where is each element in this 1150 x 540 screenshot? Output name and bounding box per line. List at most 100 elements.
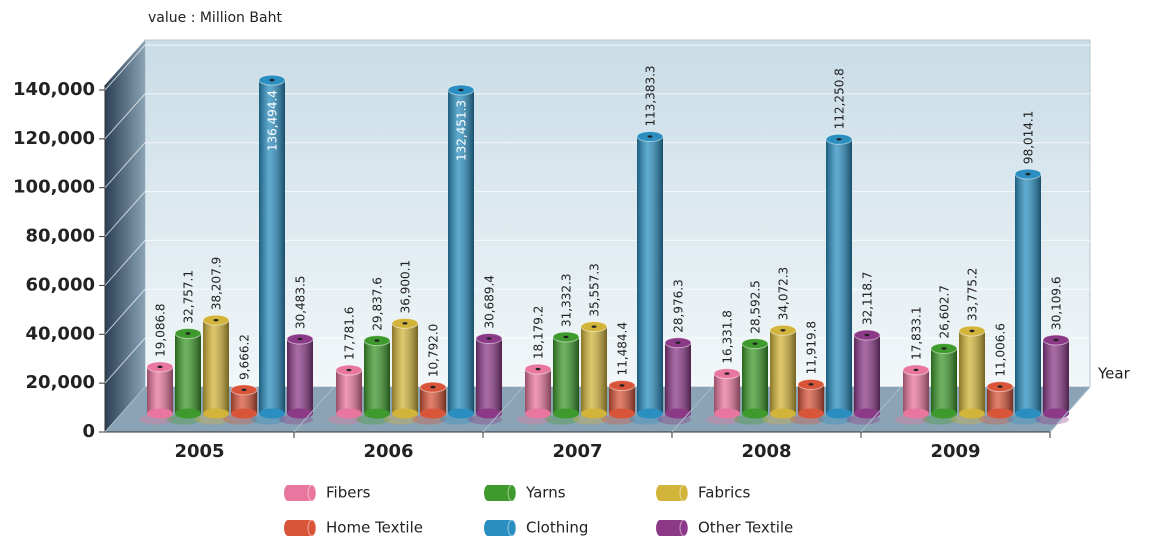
legend-swatch-side — [656, 485, 664, 501]
bar-hole — [430, 385, 436, 389]
grid-line — [104, 142, 1090, 189]
legend-label: Fibers — [326, 484, 371, 502]
bar-hole — [864, 333, 870, 337]
grid-line — [104, 288, 1090, 335]
x-tick-label: 2005 — [174, 441, 224, 462]
bar-shade — [854, 335, 880, 414]
legend-swatch-side — [484, 485, 492, 501]
bar-bottom — [476, 408, 502, 419]
floor-divider — [1049, 386, 1091, 433]
bar-hole — [913, 368, 919, 372]
bar-bottom — [714, 408, 740, 419]
bar-bottom — [448, 408, 474, 419]
bar-hole — [780, 329, 786, 332]
legend-swatch-end — [507, 484, 517, 502]
value-label: 33,775.2 — [966, 268, 980, 321]
bar-bottom — [798, 408, 824, 419]
bar-shade — [553, 336, 579, 414]
y-tick-label: 40,000 — [26, 323, 95, 344]
value-label: 30,689.4 — [483, 275, 497, 328]
legend-label: Other Textile — [698, 519, 793, 537]
legend-swatch-end — [307, 484, 317, 502]
legend-swatch-side — [484, 520, 492, 536]
legend-swatch-end — [679, 484, 689, 502]
bar-shade — [714, 373, 740, 414]
bar-shade — [637, 136, 663, 414]
value-label: 112,250.8 — [833, 68, 847, 129]
bar-shade — [581, 326, 607, 414]
value-label: 11,484.4 — [616, 322, 630, 375]
legend-swatch-side — [284, 485, 292, 501]
value-label: 16,331.8 — [721, 310, 735, 363]
bar-shade — [231, 389, 257, 414]
bar-bottom — [364, 408, 390, 419]
y-tick-label: 100,000 — [13, 177, 95, 198]
bar-hole — [1025, 172, 1031, 176]
bar-shade — [665, 342, 691, 414]
y-tick-label: 0 — [82, 421, 95, 442]
bar-hole — [752, 342, 758, 345]
bar-shade — [742, 343, 768, 414]
bar-bottom — [931, 408, 957, 419]
grid-line — [104, 93, 1090, 140]
bar-bottom — [665, 408, 691, 419]
y-axis-label: value : Million Baht — [148, 10, 282, 26]
bar-shade — [959, 330, 985, 414]
x-tick-label: 2007 — [552, 441, 602, 462]
value-label: 31,332.3 — [560, 274, 574, 327]
side-wall — [105, 40, 145, 432]
legend-swatch-end — [679, 519, 689, 537]
bar-hole — [997, 385, 1003, 388]
value-label: 30,109.6 — [1050, 277, 1064, 330]
legend-swatch — [288, 485, 312, 501]
bar-shade — [1015, 174, 1041, 414]
bar-shade — [259, 80, 285, 414]
legend-swatch-side — [284, 520, 292, 536]
floor-divider — [671, 386, 713, 433]
x-tick-label: 2008 — [741, 441, 791, 462]
value-label: 32,757.1 — [182, 270, 196, 323]
bar-bottom — [392, 408, 418, 419]
value-label: 28,592.5 — [749, 280, 763, 333]
bar-shade — [931, 348, 957, 414]
y-tick-label: 120,000 — [13, 128, 95, 149]
bar-hole — [269, 78, 275, 82]
bar-bottom — [525, 408, 551, 419]
legend-swatch — [660, 485, 684, 501]
bar-hole — [185, 332, 191, 335]
value-label: 28,976.3 — [672, 279, 686, 332]
bar-bottom — [259, 408, 285, 419]
legend-label: Home Textile — [326, 519, 423, 537]
y-tick-label: 80,000 — [26, 226, 95, 247]
value-label: 34,072.3 — [777, 267, 791, 320]
floor-divider — [860, 386, 902, 433]
value-label: 18,179.2 — [532, 306, 546, 359]
legend-swatch — [288, 520, 312, 536]
bar-shade — [287, 339, 313, 414]
bar-shade — [175, 333, 201, 414]
bar-hole — [647, 135, 653, 138]
bar-hole — [297, 337, 303, 341]
bar-bottom — [420, 408, 446, 419]
bar-shade — [392, 323, 418, 414]
bar-hole — [1053, 338, 1059, 342]
bar-bottom — [336, 408, 362, 419]
bar-hole — [486, 337, 492, 340]
bar-hole — [346, 368, 352, 372]
value-label: 11,006.6 — [994, 323, 1008, 376]
bar-bottom — [287, 408, 313, 419]
bar-shade — [336, 370, 362, 414]
bar-hole — [969, 329, 975, 333]
y-tick-label: 20,000 — [26, 372, 95, 393]
floor-divider — [104, 386, 146, 433]
bar-shade — [448, 89, 474, 414]
value-label: 10,792.0 — [427, 324, 441, 377]
bar-bottom — [903, 408, 929, 419]
bar-hole — [563, 335, 569, 339]
value-label: 113,383.3 — [644, 65, 658, 126]
bar-bottom — [637, 408, 663, 419]
bar-hole — [675, 341, 681, 344]
value-label: 32,118.7 — [861, 272, 875, 325]
bar-hole — [808, 383, 814, 386]
